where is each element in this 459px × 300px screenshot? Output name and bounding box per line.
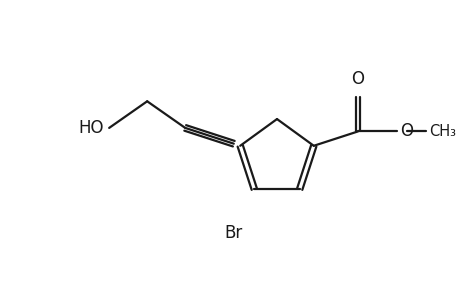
Text: O: O	[399, 122, 412, 140]
Text: O: O	[351, 70, 364, 88]
Text: HO: HO	[78, 119, 104, 137]
Text: Br: Br	[224, 224, 242, 242]
Text: CH₃: CH₃	[428, 124, 455, 139]
